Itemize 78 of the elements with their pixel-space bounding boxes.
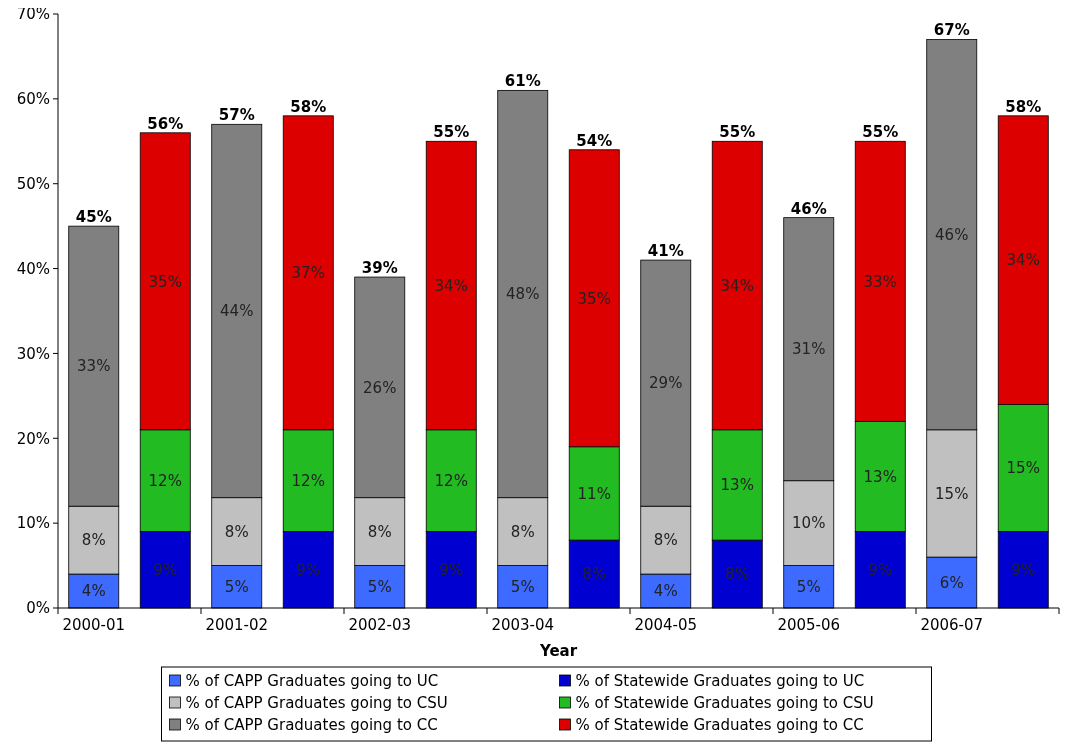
data-label: 4%	[653, 582, 678, 601]
x-tick-label: 2004-05	[634, 616, 698, 634]
x-tick-label: 2003-04	[491, 616, 555, 634]
legend-label: % of CAPP Graduates going to CC	[185, 716, 438, 735]
data-label: 11%	[577, 484, 611, 503]
data-label: 9%	[296, 561, 321, 580]
x-tick-label: 2001-02	[205, 616, 269, 634]
data-label: 15%	[935, 484, 969, 503]
data-label: 8%	[367, 522, 392, 541]
x-tick-label: 2005-06	[777, 616, 841, 634]
data-label: 8%	[81, 531, 106, 550]
data-label: 9%	[439, 561, 464, 580]
y-tick-label: 0%	[26, 599, 50, 618]
total-label: 45%	[75, 208, 112, 227]
data-label: 31%	[792, 340, 826, 359]
y-tick-label: 40%	[16, 259, 50, 278]
data-label: 48%	[506, 285, 540, 304]
x-tick-label: 2002-03	[348, 616, 412, 634]
data-label: 13%	[863, 467, 897, 486]
data-label: 8%	[653, 531, 678, 550]
y-tick-label: 30%	[16, 344, 50, 363]
data-label: 12%	[434, 471, 468, 490]
data-label: 8%	[224, 522, 249, 541]
data-label: 46%	[935, 225, 969, 244]
x-tick-label: 2006-07	[920, 616, 984, 634]
y-tick-label: 50%	[16, 174, 50, 193]
data-label: 12%	[148, 471, 182, 490]
total-label: 46%	[790, 199, 827, 218]
data-label: 37%	[291, 264, 325, 283]
legend-label: % of CAPP Graduates going to CSU	[185, 694, 448, 713]
y-tick-label: 60%	[16, 90, 50, 109]
data-label: 4%	[81, 582, 106, 601]
data-label: 29%	[649, 374, 683, 393]
legend-label: % of Statewide Graduates going to CC	[575, 716, 864, 735]
data-label: 9%	[1011, 561, 1036, 580]
data-label: 6%	[939, 573, 964, 592]
total-label: 41%	[647, 242, 684, 261]
data-label: 8%	[725, 565, 750, 584]
data-label: 9%	[153, 561, 178, 580]
total-label: 67%	[933, 21, 970, 40]
total-label: 58%	[290, 97, 327, 116]
data-label: 5%	[510, 578, 535, 597]
total-label: 55%	[719, 123, 756, 142]
total-label: 55%	[862, 123, 899, 142]
data-label: 5%	[224, 578, 249, 597]
data-label: 44%	[220, 302, 254, 321]
y-tick-label: 10%	[16, 514, 50, 533]
data-label: 34%	[1006, 251, 1040, 270]
data-label: 35%	[148, 272, 182, 291]
data-label: 35%	[577, 289, 611, 308]
data-label: 5%	[367, 578, 392, 597]
total-label: 61%	[504, 72, 541, 91]
total-label: 57%	[218, 106, 255, 125]
data-label: 8%	[582, 565, 607, 584]
x-tick-label: 2000-01	[62, 616, 126, 634]
data-label: 33%	[863, 272, 897, 291]
y-tick-label: 20%	[16, 429, 50, 448]
total-label: 39%	[361, 259, 398, 278]
data-label: 13%	[720, 476, 754, 495]
total-label: 54%	[576, 131, 613, 150]
data-label: 12%	[291, 471, 325, 490]
data-label: 15%	[1006, 459, 1040, 478]
data-label: 34%	[720, 276, 754, 295]
total-label: 58%	[1005, 97, 1042, 116]
data-label: 33%	[77, 357, 111, 376]
x-axis-title: Year	[538, 642, 578, 660]
total-label: 56%	[147, 114, 184, 133]
data-label: 34%	[434, 276, 468, 295]
data-label: 5%	[796, 578, 821, 597]
data-label: 9%	[868, 561, 893, 580]
data-label: 10%	[792, 514, 826, 533]
legend-label: % of Statewide Graduates going to CSU	[575, 694, 874, 713]
y-tick-label: 70%	[16, 5, 50, 24]
data-label: 8%	[510, 522, 535, 541]
legend-label: % of CAPP Graduates going to UC	[185, 672, 439, 691]
data-label: 26%	[363, 378, 397, 397]
total-label: 55%	[433, 123, 470, 142]
legend-label: % of Statewide Graduates going to UC	[575, 672, 865, 691]
